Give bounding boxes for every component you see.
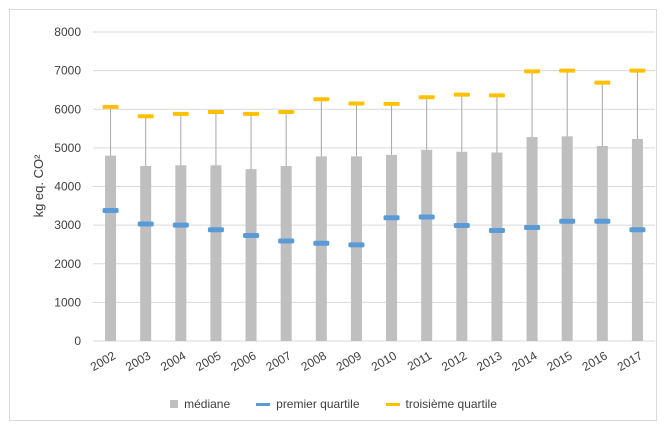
y-tick-label: 8000 bbox=[54, 25, 81, 39]
bar-median bbox=[631, 138, 643, 341]
marker-premier-quartile bbox=[453, 223, 470, 229]
chart-frame bbox=[9, 9, 657, 421]
marker-premier-quartile bbox=[207, 227, 224, 233]
marker-troisieme-quartile bbox=[629, 68, 646, 73]
marker-premier-quartile bbox=[137, 221, 154, 227]
legend-label-mediane: médiane bbox=[184, 397, 231, 411]
marker-troisieme-quartile bbox=[348, 101, 365, 106]
bar-median bbox=[175, 165, 187, 341]
marker-troisieme-quartile bbox=[524, 69, 541, 74]
markers-premier-quartile bbox=[102, 207, 646, 248]
x-tick-label: 2011 bbox=[405, 348, 435, 373]
legend-item-premier-quartile: premier quartile bbox=[256, 397, 360, 411]
y-tick-label: 4000 bbox=[54, 180, 81, 194]
legend-swatch-premier-quartile bbox=[256, 402, 271, 406]
legend-item-troisieme-quartile: troisième quartile bbox=[385, 397, 497, 411]
marker-premier-quartile bbox=[524, 224, 541, 230]
marker-premier-quartile bbox=[243, 233, 260, 239]
bar-median bbox=[421, 149, 433, 341]
x-tick-label: 2008 bbox=[299, 348, 329, 374]
x-axis-ticks: 2002 2003 2004 2005 2006 2007 2008 2009 2010 2011… bbox=[88, 348, 645, 374]
legend-swatch-mediane bbox=[170, 400, 179, 408]
bar-median bbox=[245, 169, 257, 341]
marker-troisieme-quartile bbox=[418, 95, 435, 100]
marker-troisieme-quartile bbox=[278, 109, 295, 114]
marker-troisieme-quartile bbox=[488, 93, 505, 98]
x-tick-label: 2017 bbox=[615, 348, 645, 374]
bar-median bbox=[315, 156, 327, 341]
marker-premier-quartile bbox=[488, 228, 505, 234]
markers-troisieme-quartile bbox=[102, 68, 646, 119]
y-tick-label: 1000 bbox=[54, 295, 81, 309]
marker-troisieme-quartile bbox=[207, 109, 224, 114]
marker-premier-quartile bbox=[313, 240, 330, 246]
x-tick-label: 2014 bbox=[509, 348, 539, 374]
x-tick-label: 2002 bbox=[88, 348, 118, 374]
bar-median bbox=[491, 152, 503, 341]
legend-item-mediane: médiane bbox=[170, 397, 230, 411]
bars-median bbox=[105, 136, 643, 341]
marker-premier-quartile bbox=[629, 227, 646, 233]
bar-median bbox=[105, 155, 117, 341]
y-tick-label: 0 bbox=[74, 334, 81, 348]
y-tick-label: 3000 bbox=[54, 218, 81, 232]
x-tick-label: 2015 bbox=[545, 348, 575, 374]
y-tick-label: 7000 bbox=[54, 64, 81, 78]
marker-troisieme-quartile bbox=[102, 104, 119, 109]
marker-troisieme-quartile bbox=[594, 80, 611, 85]
bar-median bbox=[596, 145, 608, 341]
marker-premier-quartile bbox=[418, 214, 435, 220]
marker-premier-quartile bbox=[278, 238, 295, 244]
bar-median bbox=[386, 154, 398, 341]
x-tick-label: 2006 bbox=[228, 348, 258, 374]
y-axis-label: kg eq. CO² bbox=[31, 154, 46, 218]
x-tick-label: 2007 bbox=[264, 348, 294, 374]
x-tick-label: 2013 bbox=[474, 348, 504, 374]
bar-median bbox=[280, 166, 292, 341]
marker-premier-quartile bbox=[559, 218, 576, 224]
y-axis-ticks: 0 1000 2000 3000 4000 5000 6000 7000 8000 bbox=[54, 25, 81, 348]
marker-troisieme-quartile bbox=[559, 68, 576, 73]
x-tick-label: 2016 bbox=[580, 348, 610, 374]
x-tick-label: 2004 bbox=[158, 348, 188, 374]
marker-troisieme-quartile bbox=[172, 111, 189, 116]
legend: médiane premier quartile troisième quart… bbox=[0, 397, 667, 411]
marker-premier-quartile bbox=[102, 207, 119, 213]
marker-troisieme-quartile bbox=[383, 101, 400, 106]
x-tick-label: 2005 bbox=[193, 348, 223, 374]
marker-troisieme-quartile bbox=[243, 111, 260, 116]
marker-premier-quartile bbox=[594, 218, 611, 224]
bar-median bbox=[140, 166, 152, 341]
bar-median bbox=[456, 151, 468, 341]
marker-troisieme-quartile bbox=[453, 92, 470, 97]
legend-label-premier-quartile: premier quartile bbox=[276, 397, 360, 411]
bar-median bbox=[350, 156, 362, 341]
y-tick-label: 2000 bbox=[54, 257, 81, 271]
legend-label-troisieme-quartile: troisième quartile bbox=[405, 397, 497, 411]
marker-troisieme-quartile bbox=[137, 114, 154, 119]
marker-premier-quartile bbox=[383, 215, 400, 221]
marker-premier-quartile bbox=[172, 222, 189, 228]
bar-median bbox=[526, 137, 538, 341]
x-tick-label: 2012 bbox=[439, 348, 469, 374]
x-tick-label: 2003 bbox=[123, 348, 153, 374]
marker-premier-quartile bbox=[348, 242, 365, 248]
bar-median bbox=[210, 165, 222, 341]
legend-swatch-troisieme-quartile bbox=[385, 402, 400, 406]
bar-median bbox=[561, 136, 573, 341]
y-tick-label: 5000 bbox=[54, 141, 81, 155]
whiskers bbox=[110, 70, 638, 170]
gridlines bbox=[93, 31, 655, 342]
marker-troisieme-quartile bbox=[313, 97, 330, 102]
x-tick-label: 2010 bbox=[369, 348, 399, 374]
x-tick-label: 2009 bbox=[334, 348, 364, 374]
y-tick-label: 6000 bbox=[54, 102, 81, 116]
